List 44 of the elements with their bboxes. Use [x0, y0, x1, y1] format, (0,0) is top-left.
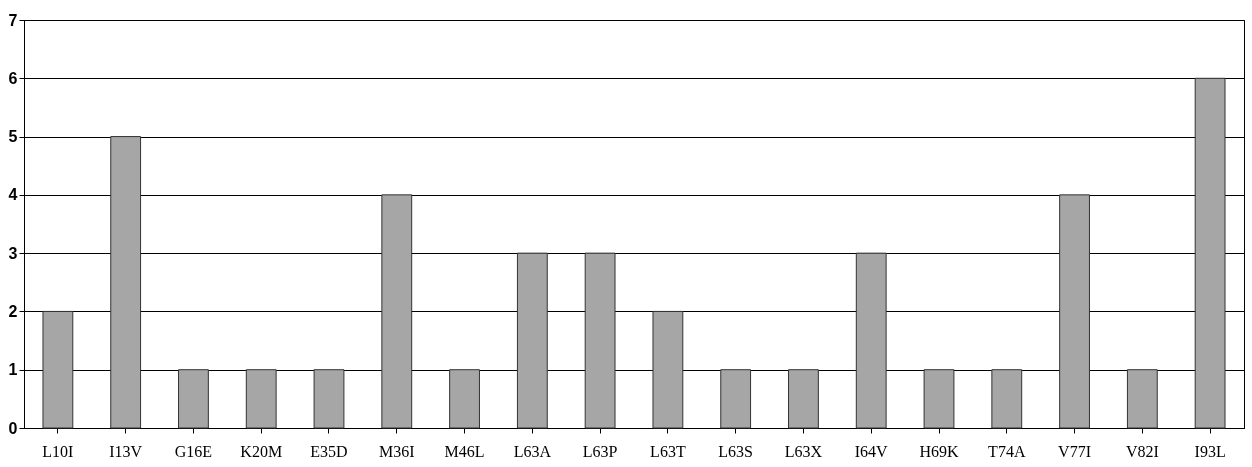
x-tick-label: G16E [174, 442, 213, 460]
bar [720, 369, 752, 429]
bar [584, 252, 616, 429]
y-tick-label: 5 [8, 128, 18, 146]
y-tick-label: 6 [8, 69, 18, 87]
bar [1126, 369, 1158, 429]
bar [178, 369, 209, 429]
bar [381, 194, 413, 429]
bar [1194, 77, 1226, 429]
y-tick-label: 2 [8, 302, 18, 320]
y-tick-label: 4 [8, 186, 18, 204]
bar [788, 369, 819, 429]
bar [516, 252, 548, 429]
y-tick-label: 0 [8, 419, 18, 437]
x-tick-label: T74A [988, 442, 1026, 460]
x-tick-label: I64V [854, 442, 889, 460]
x-tick-label: L10I [42, 442, 74, 460]
x-tick-label: K20M [240, 442, 283, 460]
x-tick-label: M46L [444, 442, 485, 460]
x-tick-label: M36I [379, 442, 415, 460]
bar [110, 136, 142, 429]
bar [923, 369, 955, 429]
x-tick-label: H69K [919, 442, 959, 460]
x-tick-label: L63A [513, 442, 552, 460]
y-tick-label: 7 [8, 11, 18, 29]
x-tick-label: L63S [718, 442, 753, 460]
x-tick-label: E35D [310, 442, 348, 460]
x-tick-label: I93L [1194, 442, 1226, 460]
x-tick-label: L63X [784, 442, 823, 460]
bar [245, 369, 277, 429]
bar [313, 369, 345, 429]
x-tick-label: V82I [1125, 442, 1159, 460]
bar [652, 310, 684, 429]
y-tick-label: 3 [8, 244, 18, 262]
x-tick-label: I13V [109, 442, 143, 460]
x-tick-label: L63P [582, 442, 618, 460]
bar [449, 369, 480, 429]
bar [991, 369, 1023, 429]
bar [855, 252, 887, 429]
x-tick-label: V77I [1058, 442, 1091, 460]
y-tick-label: 1 [8, 361, 18, 379]
bar [1059, 194, 1090, 429]
bar [42, 310, 74, 429]
x-tick-label: L63T [650, 442, 686, 460]
